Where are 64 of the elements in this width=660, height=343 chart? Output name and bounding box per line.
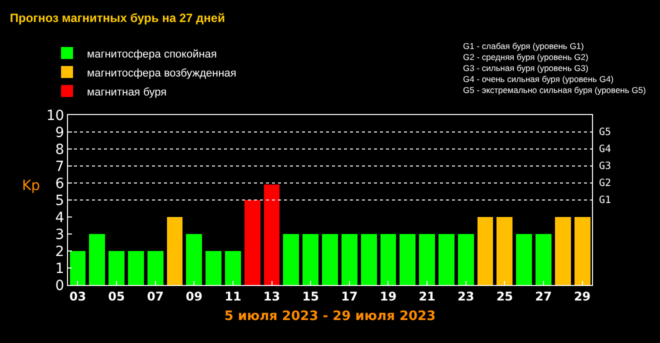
bar [206, 251, 222, 285]
x-tick-label: 07 [146, 289, 164, 304]
bar [554, 217, 571, 285]
bar [186, 234, 202, 285]
bar [147, 251, 164, 285]
legend-label: магнитосфера спокойная [87, 48, 217, 60]
ref-line-label: G1 [599, 195, 612, 206]
bar [70, 251, 86, 285]
y-tick-label: 3 [55, 226, 64, 243]
bar [341, 234, 358, 285]
bar [166, 217, 183, 285]
y-tick-label: 2 [55, 244, 64, 260]
bar [264, 184, 280, 285]
x-tick-label: 05 [108, 289, 125, 304]
text: G1 - слабая буря (уровень G1) G2 - средняя буря (уровень G2) G3 - сильная буря (уровень G3) G4 - очень сильная буря (уровень G4) G5 - экстремально сильная буря (уровень G5) [463, 41, 646, 96]
y-tick-label: 0 [55, 278, 64, 294]
y-tick-label: 1 [55, 260, 64, 277]
bar [574, 217, 590, 285]
legend-label: магнитосфера возбужденная [87, 67, 236, 80]
ref-line-label: G2 [599, 178, 612, 189]
ref-line-label: G4 [599, 144, 612, 155]
x-tick-label: 29 [574, 289, 591, 304]
bar [89, 234, 106, 285]
y-tick-label: 10 [46, 108, 64, 124]
bar [225, 251, 241, 285]
x-tick-label: 23 [458, 289, 474, 304]
bar [302, 234, 319, 285]
bar [283, 234, 300, 285]
bar [128, 251, 144, 285]
ref-line-label: G3 [599, 161, 612, 172]
bar [244, 200, 260, 285]
bar [108, 251, 124, 285]
bar [322, 234, 338, 285]
chart-title: Прогноз магнитных бурь на 27 дней [10, 11, 225, 26]
x-tick-label: 13 [263, 289, 280, 304]
bar [419, 234, 435, 285]
y-tick-label: 9 [55, 124, 64, 141]
bar [516, 234, 532, 285]
y-tick-label: 4 [55, 210, 64, 226]
bar [458, 234, 474, 285]
x-tick-label: 15 [302, 289, 319, 304]
y-tick-label: 7 [55, 158, 64, 175]
bar [496, 217, 513, 285]
x-tick-label: 19 [380, 289, 397, 304]
x-tick-label: 21 [418, 289, 436, 304]
legend-label: магнитная буря [87, 86, 167, 98]
y-tick-label: 5 [55, 192, 64, 209]
x-tick-label: 17 [341, 289, 358, 304]
bar [400, 234, 416, 285]
y-tick-label: 8 [55, 142, 64, 158]
y-tick-label: 6 [55, 176, 64, 192]
x-tick-label: 03 [69, 289, 86, 304]
x-axis-title: 5 июля 2023 - 29 июля 2023 [224, 309, 436, 324]
bar [380, 234, 396, 285]
x-tick-label: 11 [224, 289, 242, 304]
x-tick-label: 25 [496, 289, 514, 304]
bar [438, 234, 454, 285]
y-axis-title: Kp [22, 178, 40, 194]
x-tick-label: 09 [186, 289, 202, 304]
bar [360, 234, 377, 285]
ref-line-label: G5 [599, 127, 612, 138]
bar [536, 234, 552, 285]
bar [477, 217, 494, 285]
x-tick-label: 27 [535, 289, 552, 304]
